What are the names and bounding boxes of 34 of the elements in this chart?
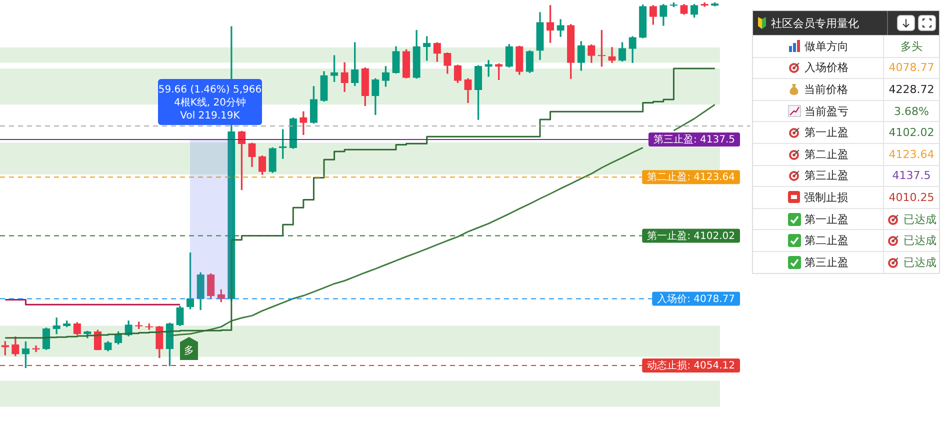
annotation: Vol 219.19K — [180, 110, 240, 122]
text: 3.68% — [894, 104, 929, 118]
text: 第一止盈 — [804, 212, 848, 227]
annotation: 59.66 (1.46%) 5,966 — [158, 84, 262, 96]
text: 入场价格 — [804, 60, 848, 76]
text: 当前盈亏 — [804, 104, 848, 119]
text: 已达成 — [904, 233, 936, 248]
text: 第三止盈 — [804, 168, 848, 184]
annotation: 多 — [184, 344, 194, 357]
ref-line-label: 第三止盈: 4137.5 — [653, 134, 736, 146]
candlestick — [300, 111, 308, 136]
text: 4078.77 — [888, 61, 934, 74]
text: 第一止盈 — [804, 125, 848, 140]
text: 4102.02 — [888, 126, 934, 140]
text: 4010.25 — [888, 190, 934, 204]
text: 社区会员专用量化 — [771, 16, 859, 30]
text: 4228.72 — [888, 82, 934, 96]
text: 4123.64 — [888, 148, 934, 161]
ref-line-label: 动态止损: 4054.12 — [647, 360, 736, 372]
text: 第三止盈 — [804, 254, 848, 270]
annotation: 4根K线, 20分钟 — [174, 96, 246, 109]
ref-line-label: 第一止盈: 4102.02 — [647, 230, 736, 242]
text: 做单方向 — [804, 38, 848, 54]
ref-line-label: 入场价: 4078.77 — [657, 292, 736, 305]
text: 多头 — [900, 38, 922, 54]
text: 当前价格 — [804, 82, 848, 97]
text: 4137.5 — [892, 169, 931, 182]
text: 第二止盈 — [804, 233, 848, 248]
candlestick — [52, 318, 60, 334]
text: 第二止盈 — [804, 146, 848, 162]
text: 已达成 — [904, 254, 936, 270]
ref-line-label: 第二止盈: 4123.64 — [647, 171, 736, 184]
text: 强制止损 — [804, 190, 848, 205]
text: 已达成 — [904, 212, 936, 227]
